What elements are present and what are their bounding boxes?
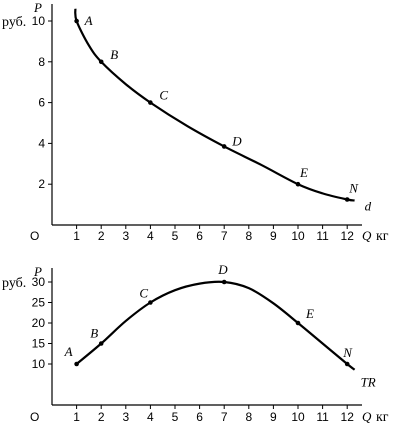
point-label-e: E xyxy=(305,306,314,321)
point-label-c: C xyxy=(139,286,148,301)
x-tick-label: 12 xyxy=(341,410,355,424)
point-n xyxy=(344,197,350,202)
x-tick-label: 8 xyxy=(245,229,252,243)
point-d xyxy=(221,279,227,285)
x-tick-label: 6 xyxy=(196,410,203,424)
x-tick-label: 8 xyxy=(245,410,252,424)
y-tick-label: 10 xyxy=(32,357,46,371)
x-tick-label: 7 xyxy=(221,229,228,243)
point-b xyxy=(98,341,104,346)
y-tick-label: 2 xyxy=(38,177,45,191)
point-label-n: N xyxy=(342,345,353,360)
point-label-c: C xyxy=(159,88,168,103)
x-tick-label: 9 xyxy=(270,229,277,243)
origin-label: O xyxy=(30,410,39,424)
y-axis-unit: руб. xyxy=(2,276,26,291)
x-axis-label: Q xyxy=(362,228,372,243)
y-tick-label: 30 xyxy=(32,275,46,289)
x-tick-label: 11 xyxy=(316,410,329,424)
curve-label: d xyxy=(365,199,372,214)
point-label-b: B xyxy=(110,47,118,62)
x-tick-label: 9 xyxy=(270,410,277,424)
x-tick-label: 2 xyxy=(98,229,105,243)
x-tick-label: 10 xyxy=(291,410,305,424)
point-label-a: A xyxy=(84,13,93,28)
x-tick-label: 1 xyxy=(73,229,80,243)
point-b xyxy=(98,59,104,65)
point-label-d: D xyxy=(231,133,242,148)
point-c xyxy=(148,300,153,305)
point-label-e: E xyxy=(299,165,308,180)
series-line-tr xyxy=(75,280,356,371)
y-axis-unit: руб. xyxy=(2,15,26,30)
x-tick-label: 1 xyxy=(73,410,80,424)
y-tick-label: 6 xyxy=(38,96,45,110)
x-tick-label: 4 xyxy=(147,410,154,424)
x-axis-label: Q xyxy=(362,409,372,424)
x-tick-label: 4 xyxy=(147,229,154,243)
point-e xyxy=(295,320,301,326)
point-a xyxy=(74,361,79,367)
point-d xyxy=(221,144,227,149)
point-label-n: N xyxy=(348,181,359,196)
y-tick-label: 10 xyxy=(32,14,46,28)
curve-label: TR xyxy=(361,375,376,390)
x-axis-unit: кг xyxy=(376,410,389,425)
x-tick-label: 11 xyxy=(316,229,329,243)
series-line-d xyxy=(74,8,355,202)
y-tick-label: 25 xyxy=(32,296,46,310)
x-axis-unit: кг xyxy=(376,229,389,244)
point-a xyxy=(74,18,79,24)
x-tick-label: 10 xyxy=(291,229,305,243)
point-label-a: A xyxy=(64,344,73,359)
point-label-b: B xyxy=(90,326,98,341)
y-tick-label: 4 xyxy=(38,136,45,150)
x-tick-label: 6 xyxy=(196,229,203,243)
x-tick-label: 7 xyxy=(221,410,228,424)
y-tick-label: 8 xyxy=(38,55,45,69)
x-tick-label: 2 xyxy=(98,410,105,424)
y-axis-label: P xyxy=(33,264,42,279)
origin-label: O xyxy=(30,229,39,243)
x-tick-label: 5 xyxy=(172,410,179,424)
y-tick-label: 15 xyxy=(32,337,46,351)
point-c xyxy=(148,100,153,105)
x-tick-label: 12 xyxy=(341,229,355,243)
y-tick-label: 20 xyxy=(32,316,46,330)
x-tick-label: 5 xyxy=(172,229,179,243)
point-n xyxy=(344,361,350,367)
x-tick-label: 3 xyxy=(122,410,129,424)
point-e xyxy=(295,181,301,187)
point-label-d: D xyxy=(217,262,228,277)
y-axis-label: P xyxy=(33,0,42,15)
x-tick-label: 3 xyxy=(122,229,129,243)
